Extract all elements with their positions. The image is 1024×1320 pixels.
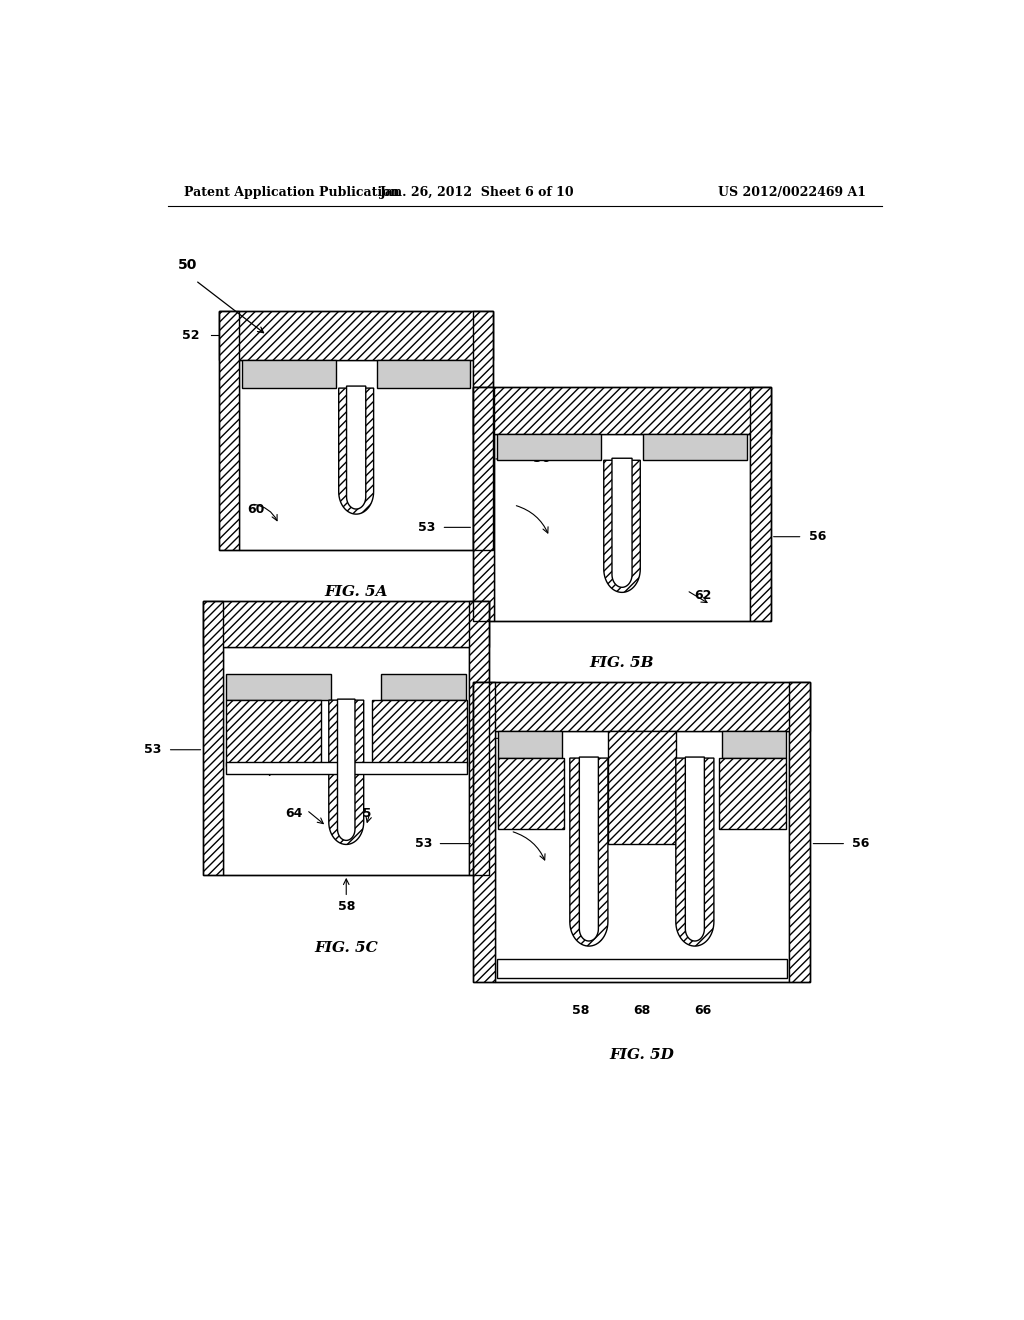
Bar <box>372 700 467 766</box>
Bar <box>473 387 771 434</box>
Bar <box>473 387 771 620</box>
Bar <box>608 731 676 845</box>
Bar <box>494 434 751 620</box>
Bar <box>720 758 785 829</box>
Bar <box>225 762 467 775</box>
Bar <box>226 673 331 700</box>
Text: 53: 53 <box>144 743 162 756</box>
Bar <box>204 601 223 875</box>
Text: 56: 56 <box>809 531 826 544</box>
Polygon shape <box>346 385 366 510</box>
Bar <box>473 312 494 549</box>
Polygon shape <box>329 700 364 845</box>
Bar <box>498 758 564 829</box>
Polygon shape <box>580 758 598 941</box>
Bar <box>204 601 489 875</box>
Polygon shape <box>569 758 608 946</box>
Text: 52: 52 <box>182 329 200 342</box>
Bar <box>751 387 771 620</box>
Polygon shape <box>612 458 632 587</box>
Bar <box>219 312 240 549</box>
Bar <box>473 682 495 982</box>
Bar <box>790 682 811 982</box>
Bar <box>643 434 748 461</box>
Text: Patent Application Publication: Patent Application Publication <box>183 186 399 199</box>
Text: 56: 56 <box>532 453 550 466</box>
Polygon shape <box>685 758 705 941</box>
Text: 66: 66 <box>694 1005 712 1016</box>
Text: 64: 64 <box>286 808 303 821</box>
Text: FIG. 5B: FIG. 5B <box>590 656 654 671</box>
Text: US 2012/0022469 A1: US 2012/0022469 A1 <box>718 186 866 199</box>
Polygon shape <box>604 461 640 593</box>
Polygon shape <box>339 388 374 513</box>
Bar <box>473 682 811 731</box>
Bar <box>204 601 489 647</box>
Bar <box>722 731 785 758</box>
Text: 65: 65 <box>354 808 372 821</box>
Bar <box>377 359 470 388</box>
Text: 53: 53 <box>418 521 435 533</box>
Text: 56: 56 <box>530 731 548 744</box>
Bar <box>219 312 494 549</box>
Polygon shape <box>338 700 355 841</box>
Bar <box>495 731 790 982</box>
Bar <box>498 731 562 758</box>
Text: 62: 62 <box>694 589 712 602</box>
Text: 60: 60 <box>247 503 264 516</box>
Text: 56: 56 <box>852 837 869 850</box>
Text: FIG. 5D: FIG. 5D <box>609 1048 674 1061</box>
Text: 50: 50 <box>178 259 198 272</box>
Bar <box>223 647 469 875</box>
Bar <box>243 359 336 388</box>
Bar <box>473 682 811 982</box>
Text: FIG. 5C: FIG. 5C <box>314 941 378 956</box>
Bar <box>497 434 601 461</box>
Text: 68: 68 <box>633 1005 650 1016</box>
Bar <box>240 359 473 549</box>
Text: 58: 58 <box>572 1005 590 1016</box>
Bar <box>469 601 489 875</box>
Bar <box>219 312 494 359</box>
Polygon shape <box>676 758 714 946</box>
Bar <box>225 700 321 766</box>
Bar <box>473 387 494 620</box>
Bar <box>497 960 786 978</box>
Text: 53: 53 <box>415 837 432 850</box>
Text: Jan. 26, 2012  Sheet 6 of 10: Jan. 26, 2012 Sheet 6 of 10 <box>380 186 574 199</box>
Text: 58: 58 <box>338 900 355 913</box>
Bar <box>381 673 466 700</box>
Text: FIG. 5A: FIG. 5A <box>325 585 388 599</box>
